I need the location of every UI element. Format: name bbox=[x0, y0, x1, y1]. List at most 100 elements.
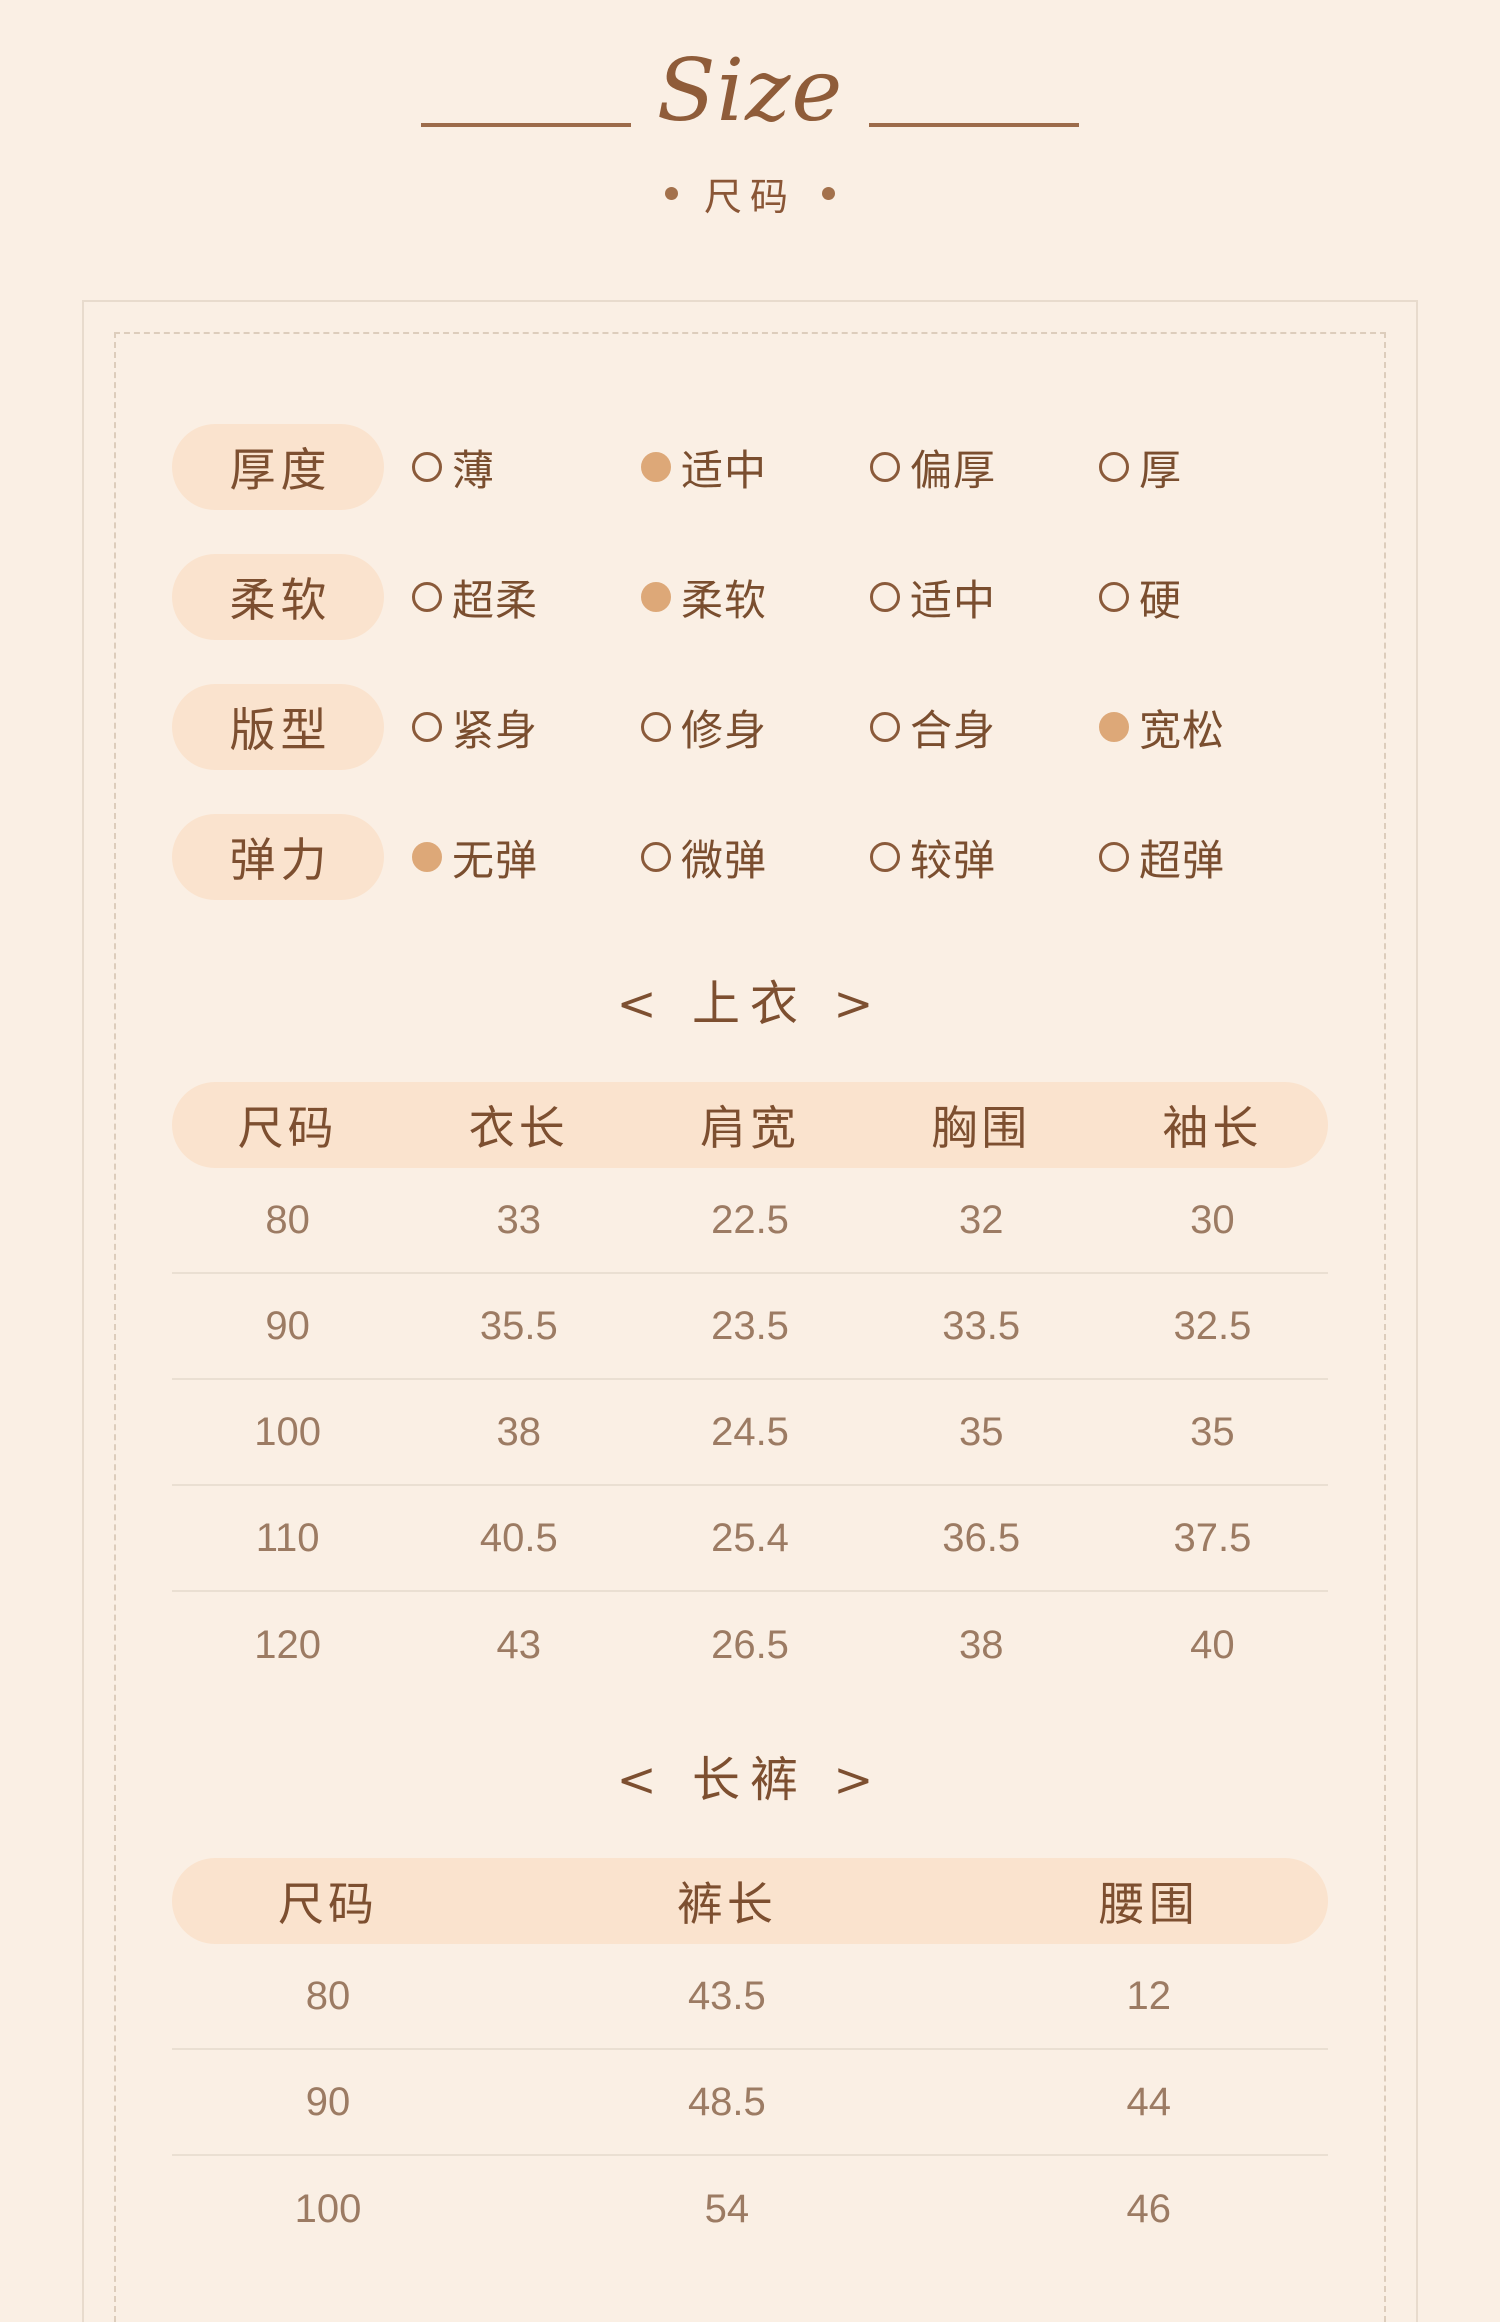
cell-shoulder: 26.5 bbox=[711, 1622, 789, 1667]
option-fit-1[interactable]: 修身 bbox=[641, 697, 870, 758]
cell-waist: 12 bbox=[1126, 1973, 1172, 2018]
radio-unselected-icon[interactable] bbox=[641, 712, 671, 742]
pants-size-table: 尺码 裤长 腰围 80 43.5 12 90 48.5 44 bbox=[172, 1858, 1328, 2262]
table-row: 80 33 22.5 32 30 bbox=[172, 1168, 1328, 1274]
option-softness-2[interactable]: 适中 bbox=[870, 567, 1099, 628]
cell-length: 35.5 bbox=[479, 1303, 558, 1348]
radio-unselected-icon[interactable] bbox=[1099, 452, 1129, 482]
cell-pant-length: 48.5 bbox=[687, 2079, 766, 2124]
cell-pant-length: 43.5 bbox=[687, 1973, 766, 2018]
attribute-label-thickness: 厚度 bbox=[229, 443, 332, 497]
attribute-list: 厚度 薄 适中 bbox=[172, 402, 1328, 922]
cell-chest: 32 bbox=[958, 1197, 1004, 1242]
option-elasticity-1[interactable]: 微弹 bbox=[641, 827, 870, 888]
option-thickness-2[interactable]: 偏厚 bbox=[870, 437, 1099, 498]
page-title: Size bbox=[656, 41, 844, 141]
tops-column-header: 衣长 bbox=[468, 1101, 569, 1155]
cell-sleeve: 32.5 bbox=[1173, 1303, 1252, 1348]
radio-unselected-icon[interactable] bbox=[1099, 842, 1129, 872]
attribute-pill-fit: 版型 bbox=[172, 684, 384, 770]
cell-sleeve: 30 bbox=[1190, 1197, 1235, 1242]
cell-chest: 36.5 bbox=[942, 1515, 1021, 1560]
radio-selected-icon[interactable] bbox=[641, 582, 671, 612]
attribute-pill-elasticity: 弹力 bbox=[172, 814, 384, 900]
option-thickness-0[interactable]: 薄 bbox=[412, 437, 641, 498]
cell-shoulder: 25.4 bbox=[711, 1515, 789, 1560]
section-heading-pants: < 长裤 > bbox=[616, 1752, 884, 1808]
option-label: 较弹 bbox=[910, 835, 997, 885]
cell-chest: 33.5 bbox=[942, 1303, 1021, 1348]
table-row: 90 48.5 44 bbox=[172, 2050, 1328, 2156]
attribute-pill-thickness: 厚度 bbox=[172, 424, 384, 510]
radio-unselected-icon[interactable] bbox=[1099, 582, 1129, 612]
tops-column-header: 肩宽 bbox=[700, 1101, 800, 1155]
option-thickness-1[interactable]: 适中 bbox=[641, 437, 870, 498]
radio-unselected-icon[interactable] bbox=[870, 842, 900, 872]
cell-size: 100 bbox=[294, 2186, 362, 2231]
table-row: 80 43.5 12 bbox=[172, 1944, 1328, 2050]
attribute-label-softness: 柔软 bbox=[229, 573, 332, 627]
attribute-options-thickness: 薄 适中 偏厚 厚 bbox=[412, 437, 1328, 498]
cell-size: 100 bbox=[254, 1409, 321, 1454]
option-label: 紧身 bbox=[452, 705, 539, 755]
option-softness-0[interactable]: 超柔 bbox=[412, 567, 641, 628]
title-rule-right bbox=[869, 123, 1080, 127]
cell-shoulder: 24.5 bbox=[711, 1409, 789, 1454]
radio-selected-icon[interactable] bbox=[641, 452, 671, 482]
option-label: 修身 bbox=[681, 705, 768, 755]
pants-column-header: 裤长 bbox=[676, 1877, 777, 1931]
page-subtitle: 尺码 bbox=[703, 175, 796, 219]
option-elasticity-3[interactable]: 超弹 bbox=[1099, 827, 1328, 888]
attribute-options-elasticity: 无弹 微弹 较弹 超弹 bbox=[412, 827, 1328, 888]
option-label: 无弹 bbox=[452, 835, 539, 885]
table-row: 90 35.5 23.5 33.5 32.5 bbox=[172, 1274, 1328, 1380]
option-label: 合身 bbox=[910, 705, 997, 755]
tops-column-header: 尺码 bbox=[237, 1101, 338, 1155]
radio-unselected-icon[interactable] bbox=[412, 582, 442, 612]
table-row: 120 43 26.5 38 40 bbox=[172, 1592, 1328, 1698]
cell-waist: 46 bbox=[1126, 2186, 1172, 2231]
attribute-pill-softness: 柔软 bbox=[172, 554, 384, 640]
option-softness-1[interactable]: 柔软 bbox=[641, 567, 870, 628]
option-elasticity-0[interactable]: 无弹 bbox=[412, 827, 641, 888]
radio-unselected-icon[interactable] bbox=[870, 452, 900, 482]
cell-size: 110 bbox=[255, 1515, 320, 1560]
cell-sleeve: 40 bbox=[1190, 1622, 1235, 1667]
radio-unselected-icon[interactable] bbox=[412, 452, 442, 482]
radio-unselected-icon[interactable] bbox=[870, 712, 900, 742]
attribute-row-thickness: 厚度 薄 适中 bbox=[172, 402, 1328, 532]
option-label: 适中 bbox=[681, 445, 768, 495]
option-fit-2[interactable]: 合身 bbox=[870, 697, 1099, 758]
radio-selected-icon[interactable] bbox=[1099, 712, 1129, 742]
cell-waist: 44 bbox=[1126, 2079, 1172, 2124]
option-label: 厚 bbox=[1139, 445, 1183, 495]
radio-selected-icon[interactable] bbox=[412, 842, 442, 872]
option-elasticity-2[interactable]: 较弹 bbox=[870, 827, 1099, 888]
option-label: 薄 bbox=[452, 445, 496, 495]
pants-column-header: 尺码 bbox=[278, 1877, 379, 1931]
radio-unselected-icon[interactable] bbox=[870, 582, 900, 612]
table-row: 100 54 46 bbox=[172, 2156, 1328, 2262]
bullet-dot-right-icon bbox=[822, 187, 835, 200]
option-softness-3[interactable]: 硬 bbox=[1099, 567, 1328, 628]
option-label: 超柔 bbox=[452, 575, 539, 625]
option-label: 柔软 bbox=[681, 575, 768, 625]
cell-size: 120 bbox=[254, 1622, 321, 1667]
cell-length: 38 bbox=[496, 1409, 542, 1454]
option-fit-3[interactable]: 宽松 bbox=[1099, 697, 1328, 758]
tops-size-table: 尺码 衣长 肩宽 胸围 袖长 80 33 22.5 32 30 90 bbox=[172, 1082, 1328, 1698]
table-row: 100 38 24.5 35 35 bbox=[172, 1380, 1328, 1486]
radio-unselected-icon[interactable] bbox=[641, 842, 671, 872]
option-fit-0[interactable]: 紧身 bbox=[412, 697, 641, 758]
section-heading-tops: < 上衣 > bbox=[616, 976, 884, 1032]
cell-sleeve: 35 bbox=[1190, 1409, 1235, 1454]
option-label: 适中 bbox=[910, 575, 997, 625]
option-thickness-3[interactable]: 厚 bbox=[1099, 437, 1328, 498]
option-label: 超弹 bbox=[1139, 835, 1226, 885]
page-header: Size 尺码 bbox=[0, 0, 1500, 221]
content-outer-frame: 厚度 薄 适中 bbox=[82, 300, 1418, 2322]
radio-unselected-icon[interactable] bbox=[412, 712, 442, 742]
cell-size: 80 bbox=[305, 1973, 351, 2018]
table-row: 110 40.5 25.4 36.5 37.5 bbox=[172, 1486, 1328, 1592]
